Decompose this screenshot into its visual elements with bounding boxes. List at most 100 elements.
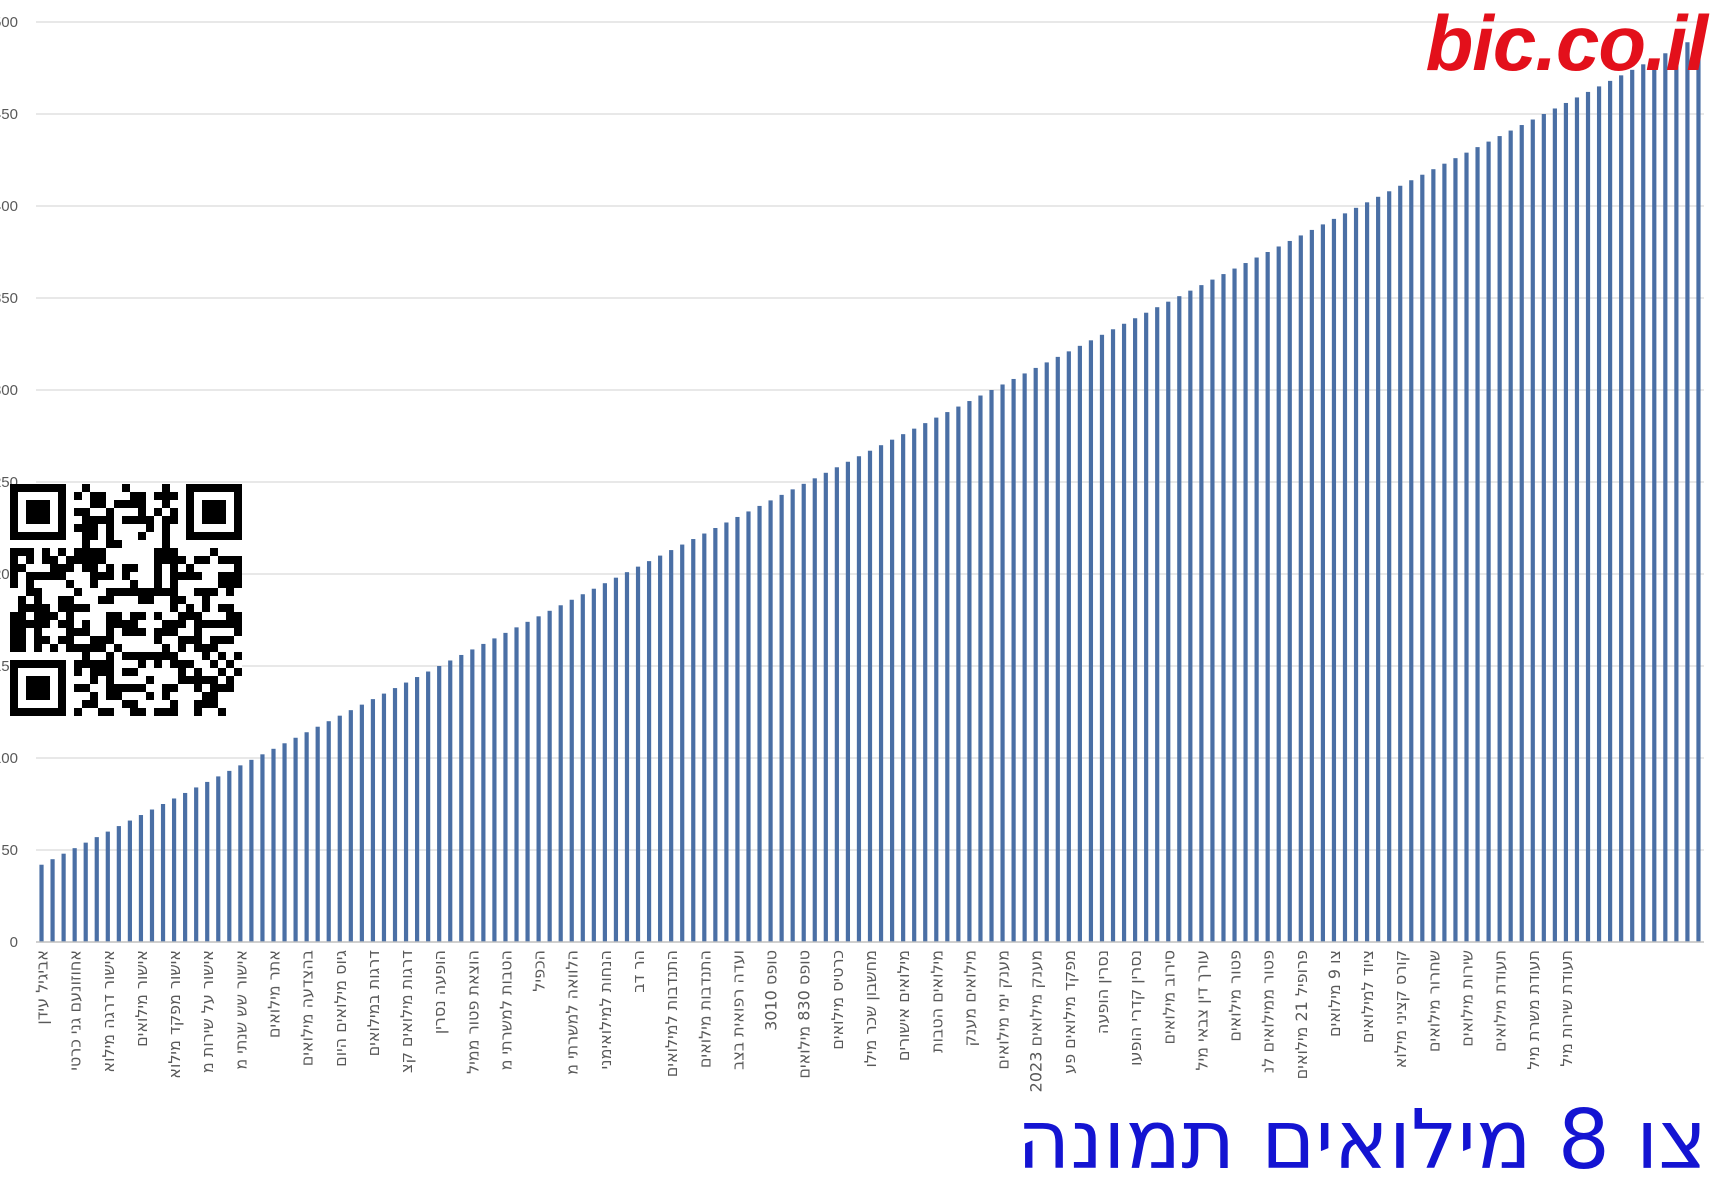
- bar: [569, 599, 574, 942]
- bar: [746, 511, 751, 942]
- bar: [591, 588, 596, 942]
- x-category-label: אישור דרגה מילוא: [99, 950, 118, 1073]
- bar: [613, 577, 619, 942]
- bar: [956, 406, 961, 942]
- bar: [558, 605, 563, 942]
- y-tick-label: 50: [1, 842, 18, 859]
- bar: [1519, 125, 1524, 943]
- bar: [171, 798, 177, 942]
- bar: [1376, 196, 1381, 943]
- y-tick-label: 0: [10, 934, 18, 951]
- bar: [1630, 69, 1635, 943]
- bar: [1574, 97, 1580, 942]
- bar: [1387, 191, 1392, 942]
- bar: [260, 754, 265, 942]
- bar: [1166, 301, 1171, 942]
- qr-modules: [10, 484, 242, 716]
- bar: [1453, 158, 1458, 942]
- x-category-label: כרטיס מילואים: [828, 950, 847, 1050]
- bar: [669, 550, 674, 942]
- bar: [392, 688, 398, 942]
- y-tick-label: 100: [0, 750, 18, 767]
- bar: [105, 831, 110, 942]
- bar: [1298, 235, 1303, 942]
- x-category-label: תעודת משרת מיל: [1524, 950, 1543, 1070]
- brand-watermark: bic.co.il: [1425, 0, 1708, 87]
- x-axis-category-labels: אביגיל עידן אחוזונעם גני כרטי אישור דרגה מ…: [33, 950, 1576, 1093]
- bar: [1011, 378, 1016, 943]
- bar: [1099, 334, 1105, 942]
- x-category-label: אביגיל עידן: [33, 950, 52, 1025]
- bar: [514, 627, 519, 942]
- bar: [381, 693, 387, 942]
- x-category-label: מילואים אישורים: [894, 950, 913, 1061]
- bar: [768, 500, 773, 942]
- bar: [160, 804, 166, 942]
- bar: [1563, 102, 1569, 942]
- bar: [1331, 218, 1337, 942]
- bar: [1530, 119, 1535, 942]
- bar: [646, 561, 652, 942]
- bar: [1000, 384, 1005, 943]
- bar: [426, 671, 431, 942]
- bar: [1210, 279, 1215, 943]
- bar: [1674, 47, 1679, 942]
- bar: [1077, 345, 1082, 943]
- bar: [1442, 163, 1447, 942]
- bar: [1353, 207, 1359, 943]
- x-category-label: אישור שש שנתי מ: [231, 950, 250, 1070]
- x-category-label: קורס קציני מילוא: [1391, 950, 1410, 1068]
- bar: [1320, 224, 1325, 942]
- bar: [1652, 58, 1657, 943]
- bar: [1155, 307, 1160, 942]
- bar: [967, 401, 972, 942]
- bar: [194, 787, 199, 942]
- bar: [1364, 202, 1370, 942]
- bar: [227, 770, 232, 942]
- bar: [1254, 257, 1259, 942]
- bar: [348, 710, 353, 942]
- bar: [1619, 75, 1624, 943]
- bar: [1497, 136, 1502, 942]
- bar-series: [39, 36, 1701, 943]
- x-category-label: הופעה נסרין: [430, 950, 449, 1034]
- bar: [1188, 290, 1193, 942]
- x-category-label: מילואים מענק: [960, 950, 979, 1047]
- bar: [216, 776, 221, 942]
- bar: [1663, 53, 1668, 942]
- bar: [315, 726, 320, 942]
- bar: [1265, 252, 1270, 942]
- bar: [149, 809, 155, 942]
- bar: [61, 853, 66, 942]
- bar: [1232, 268, 1237, 942]
- x-category-label: פטור מילואים: [1226, 950, 1245, 1042]
- bar: [779, 494, 784, 942]
- bar: [978, 395, 983, 942]
- x-category-label: אתר מילואים: [264, 950, 283, 1038]
- bar: [702, 533, 707, 942]
- bar: [602, 583, 607, 942]
- bar: [1342, 213, 1348, 943]
- bar: [83, 842, 88, 942]
- bar: [1033, 367, 1038, 942]
- bar: [580, 594, 585, 942]
- bar: [1287, 240, 1292, 942]
- bar: [1464, 152, 1469, 942]
- bar: [1475, 147, 1480, 942]
- bar: [1276, 246, 1281, 943]
- bar: [889, 439, 895, 942]
- x-category-label: מענק ימי מילואים: [994, 950, 1013, 1070]
- bar: [459, 654, 464, 942]
- bar: [403, 682, 409, 942]
- bar: [238, 765, 243, 942]
- bar: [1409, 180, 1414, 943]
- x-category-label: בהצדעה מילואים: [298, 950, 317, 1066]
- x-category-label: הטבות למשרתי מ: [496, 950, 515, 1070]
- x-category-label: צו 9 מילואים: [1325, 950, 1344, 1037]
- x-category-label: הלוואה למשרתי מ: [563, 950, 582, 1075]
- bar: [1685, 42, 1690, 943]
- bar: [624, 572, 630, 942]
- bar: [1110, 329, 1116, 942]
- y-axis-tick-labels: 050100150200250300350400450500: [0, 14, 18, 951]
- bar: [757, 505, 762, 942]
